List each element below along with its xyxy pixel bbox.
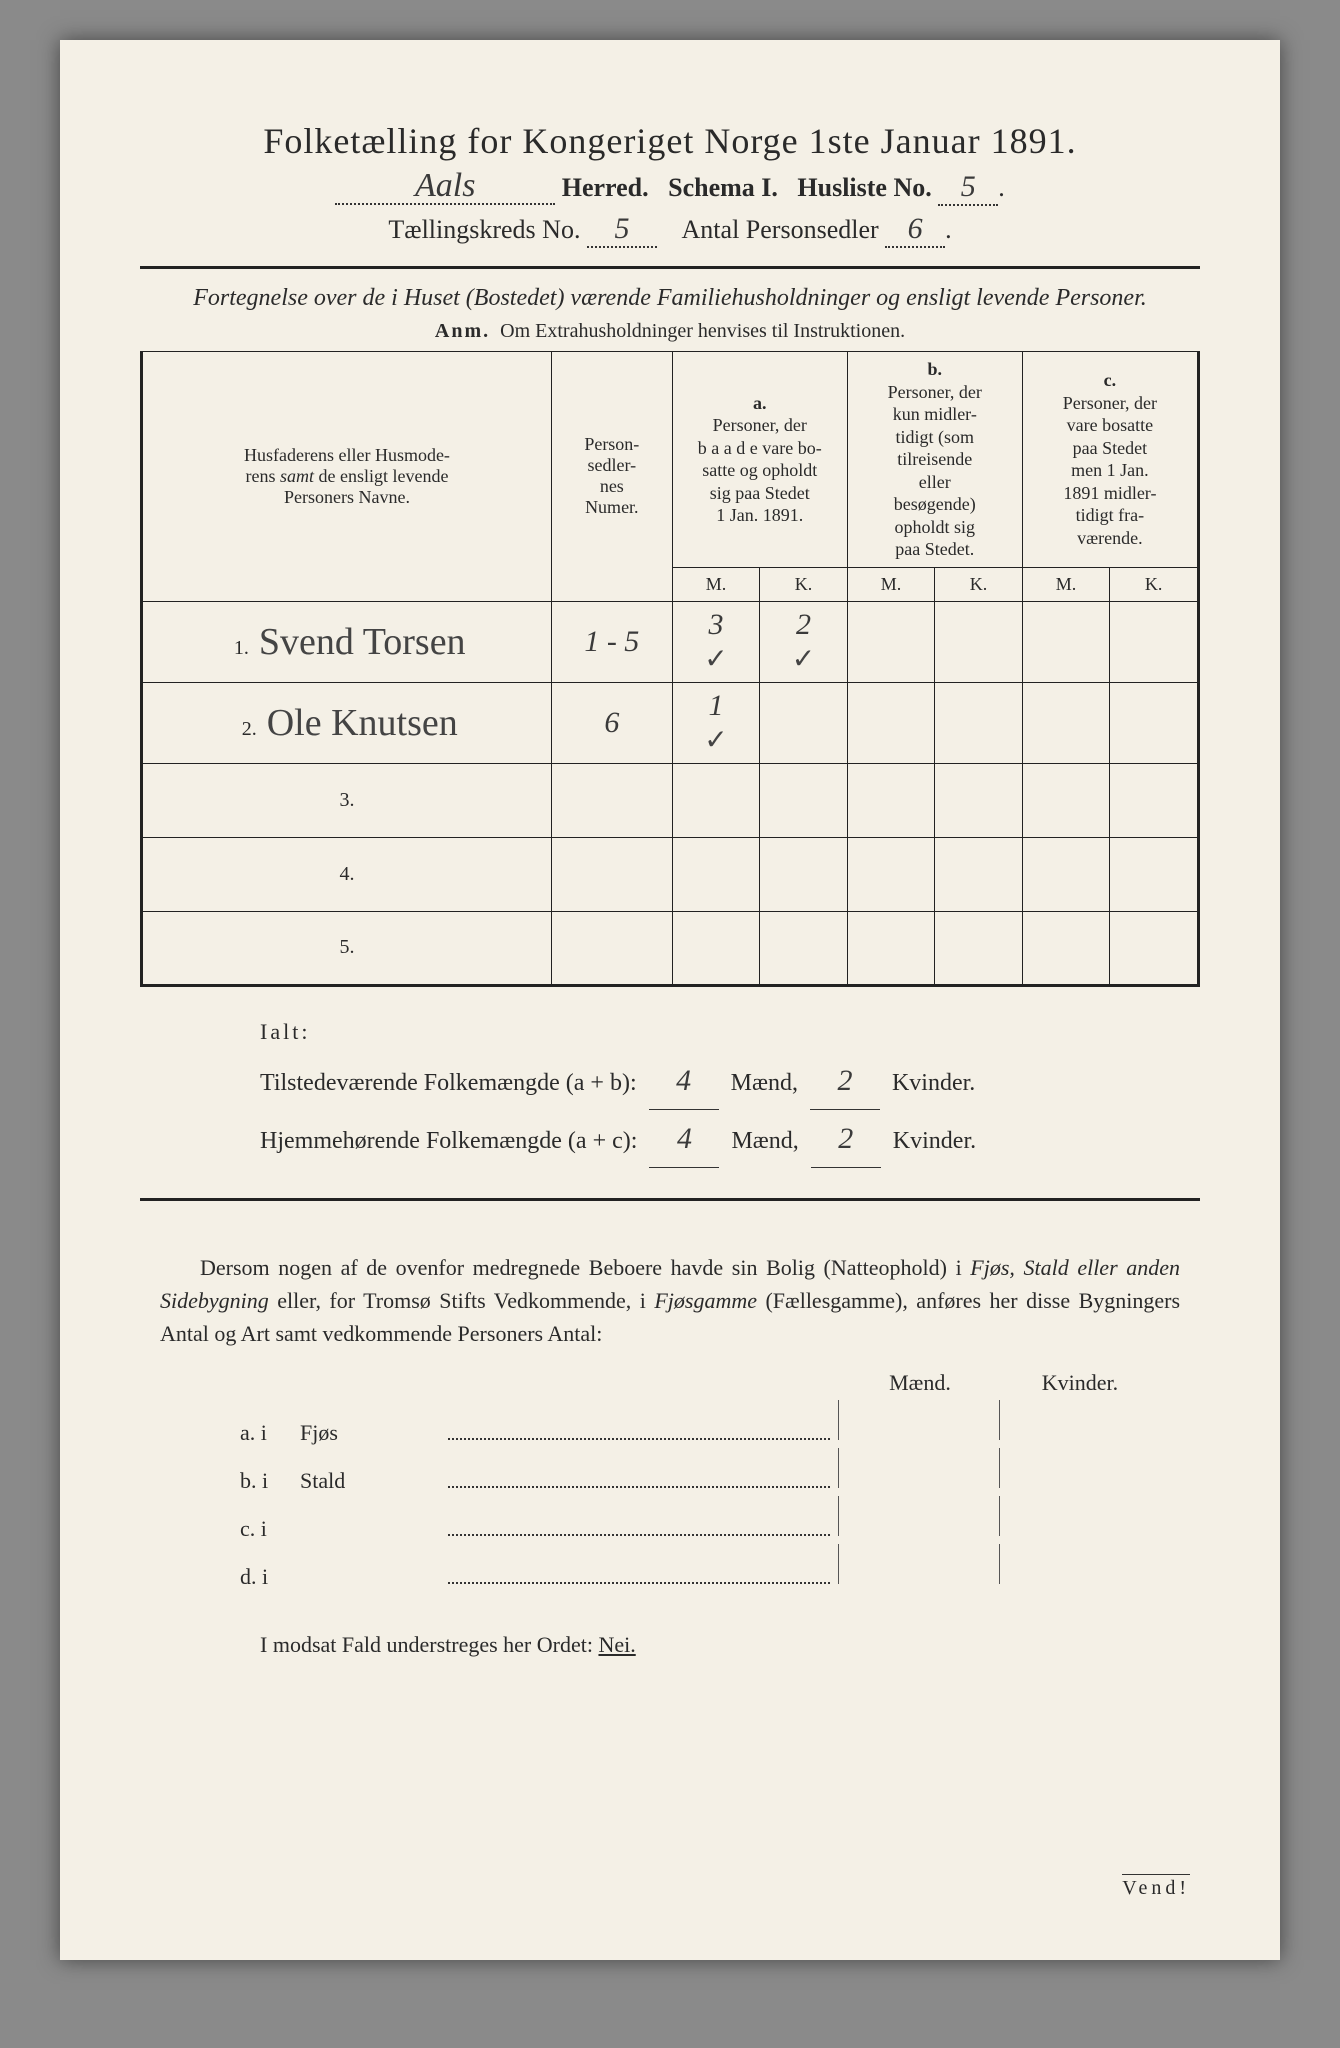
numer: 6 [604,706,619,739]
subtitle: Fortegnelse over de i Huset (Bostedet) v… [180,283,1160,314]
list-item: d. i [240,1544,1160,1592]
person-name: Ole Knutsen [267,702,458,744]
kreds-label: Tællingskreds No. [388,215,580,244]
table-row: 3. [142,763,1199,837]
list-item: b. i Stald [240,1448,1160,1496]
kreds-no: 5 [614,212,629,245]
nei: Nei. [598,1632,635,1657]
anm-note: Anm. Anm. Om Extrahusholdninger henvises… [140,320,1200,343]
person-name: Svend Torsen [259,621,466,663]
th-b-k: K. [935,567,1023,601]
th-a-k: K. [760,567,848,601]
th-a: a. Personer, derb a a d e vare bo-satte … [672,352,847,568]
th-c: c. Personer, dervare bosattepaa Stedetme… [1022,352,1198,568]
census-form-page: Folketælling for Kongeriget Norge 1ste J… [60,40,1280,1960]
modsat-line: I modsat Fald understreges her Ordet: Ne… [260,1632,1200,1658]
divider [140,266,1200,269]
mk-header: Mænd. Kvinder. [140,1370,1160,1396]
antal-label: Antal Personsedler [682,215,879,244]
table-row: 1. Svend Torsen 1 - 5 3✓ 2✓ [142,601,1199,682]
maend-header: Mænd. [840,1370,1000,1396]
building-list: a. i Fjøs b. i Stald c. i d. i [240,1400,1160,1592]
list-item: a. i Fjøs [240,1400,1160,1448]
numer: 1 - 5 [584,625,639,658]
total-line-1: Tilstedeværende Folkemængde (a + b): 4 M… [260,1052,1200,1110]
totals-block: Ialt: Tilstedeværende Folkemængde (a + b… [260,1011,1200,1169]
divider [140,1198,1200,1201]
th-a-m: M. [672,567,760,601]
table-row: 5. [142,911,1199,985]
kvinder-header: Kvinder. [1000,1370,1160,1396]
th-numer: Person-sedler-nesNumer. [551,352,672,602]
husliste-no: 5 [961,170,976,203]
antal-no: 6 [908,212,923,245]
th-c-m: M. [1022,567,1110,601]
table-row: 4. [142,837,1199,911]
vend-label: Vend! [1122,1874,1190,1900]
schema-label: Schema I. [668,173,778,202]
th-names: Husfaderens eller Husmode-rens samt de e… [142,352,552,602]
herred-label: Herred. [562,173,649,202]
paragraph: Dersom nogen af de ovenfor medregnede Be… [160,1251,1180,1350]
th-b: b. Personer, derkun midler-tidigt (somti… [847,352,1022,568]
total-line-2: Hjemmehørende Folkemængde (a + c): 4 Mæn… [260,1110,1200,1168]
header-line-1: Aals Herred. Schema I. Husliste No. 5. [140,170,1200,206]
page-title: Folketælling for Kongeriget Norge 1ste J… [140,120,1200,162]
th-c-k: K. [1110,567,1199,601]
th-b-m: M. [847,567,935,601]
table-row: 2. Ole Knutsen 6 1✓ [142,682,1199,763]
husliste-label: Husliste No. [797,173,931,202]
header-line-2: Tællingskreds No. 5 Antal Personsedler 6… [140,212,1200,248]
census-table: Husfaderens eller Husmode-rens samt de e… [140,351,1200,987]
herred-value: Aals [415,167,475,204]
list-item: c. i [240,1496,1160,1544]
ialt-label: Ialt: [260,1011,1200,1053]
